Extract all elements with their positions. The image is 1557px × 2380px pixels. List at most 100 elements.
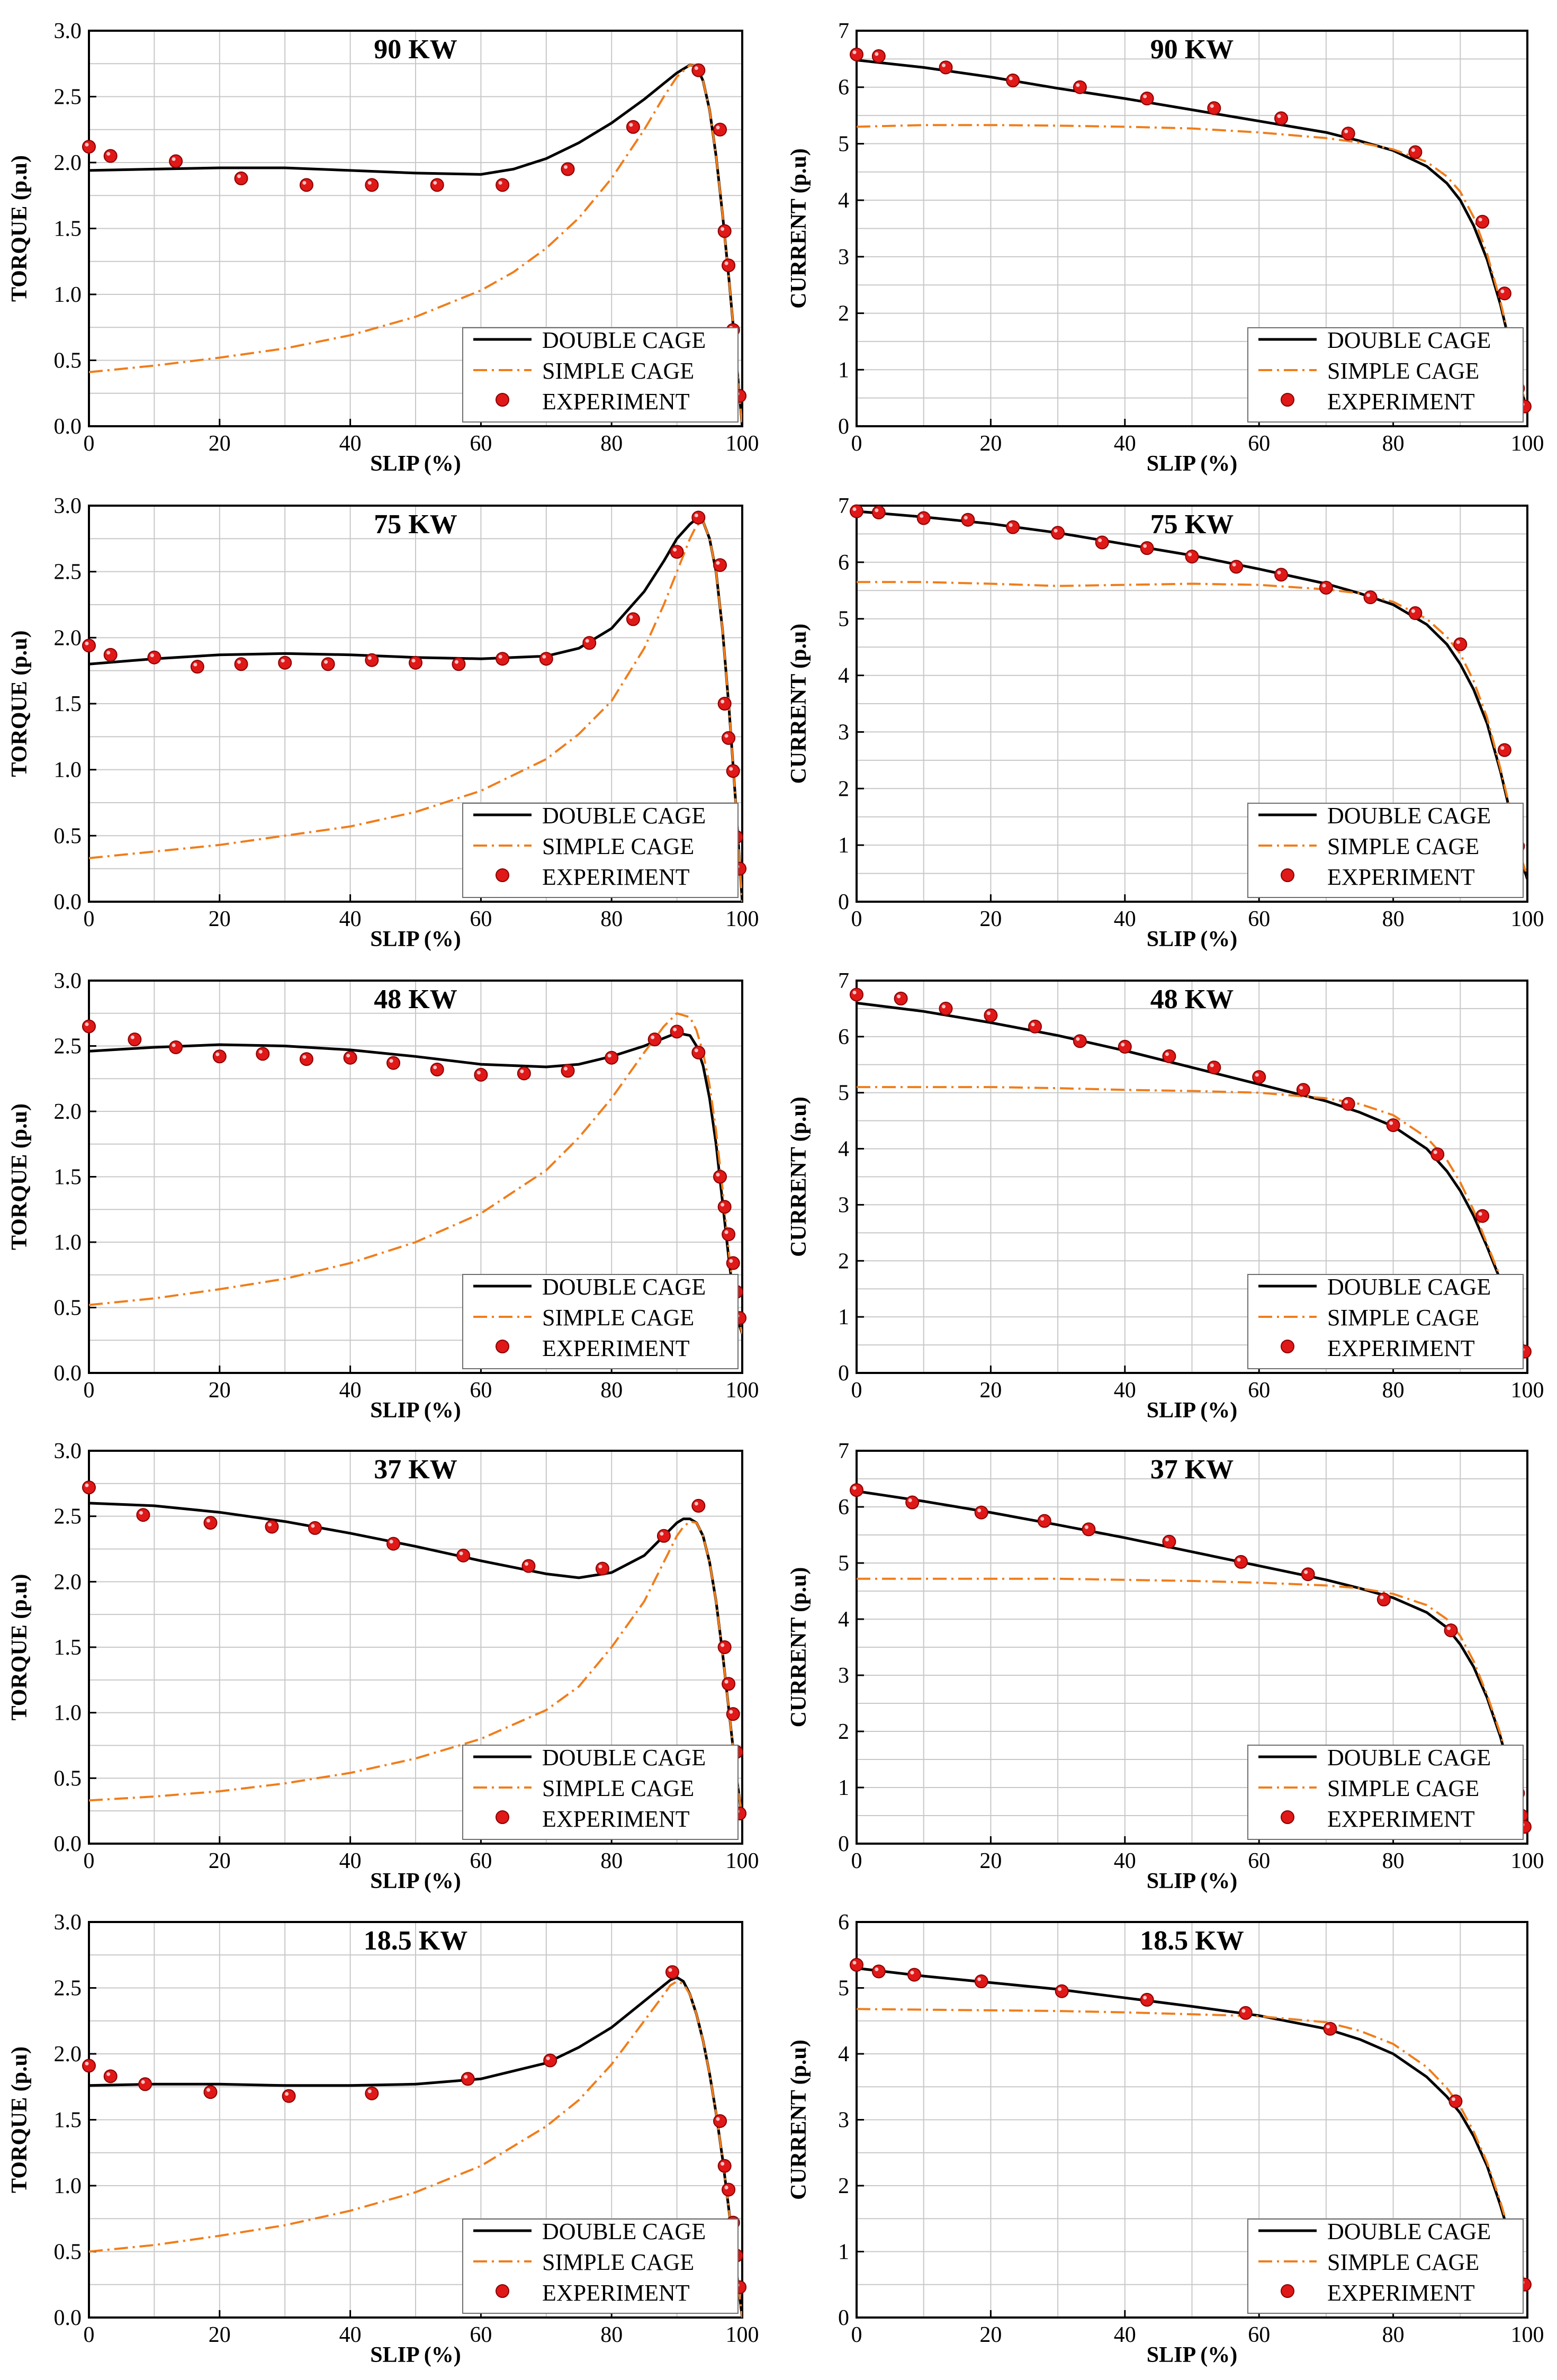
x-tick-label: 0 xyxy=(851,1849,862,1873)
x-tick-label: 20 xyxy=(209,2323,231,2347)
experiment-point xyxy=(138,2077,152,2091)
experiment-point xyxy=(321,657,335,671)
x-tick-label: 100 xyxy=(726,1378,759,1403)
experiment-point-highlight xyxy=(964,516,968,520)
legend: DOUBLE CAGE SIMPLE CAGE EXPERIMENT xyxy=(462,1745,739,1840)
experiment-point-highlight xyxy=(724,2185,728,2189)
experiment-point xyxy=(1140,541,1154,555)
x-tick-label: 20 xyxy=(979,432,1002,456)
experiment-point xyxy=(726,1707,740,1721)
experiment-point xyxy=(722,258,736,273)
legend: DOUBLE CAGE SIMPLE CAGE EXPERIMENT xyxy=(1247,803,1524,898)
y-tick-label: 0 xyxy=(838,890,849,914)
experiment-point-highlight xyxy=(1500,746,1505,750)
simple-cage-line xyxy=(89,1012,742,1334)
experiment-point-highlight xyxy=(1232,562,1236,567)
y-tick-label: 1 xyxy=(838,1305,849,1330)
legend-box xyxy=(462,2219,739,2314)
experiment-point-highlight xyxy=(1009,523,1013,527)
x-tick-label: 60 xyxy=(1248,2323,1270,2347)
experiment-point-highlight xyxy=(721,699,725,704)
y-tick-label: 1.5 xyxy=(54,217,82,241)
experiment-point-highlight xyxy=(852,1961,857,1965)
experiment-point-highlight xyxy=(1326,2025,1330,2029)
x-tick-label: 80 xyxy=(600,1378,623,1403)
y-tick-label: 2 xyxy=(838,1249,849,1273)
x-tick-label: 100 xyxy=(726,2323,759,2347)
experiment-point xyxy=(1274,111,1289,125)
experiment-point xyxy=(136,1508,150,1522)
experiment-point xyxy=(308,1521,322,1535)
experiment-point xyxy=(1238,2006,1253,2020)
experiment-point-highlight xyxy=(721,227,725,231)
x-tick-label: 80 xyxy=(600,907,623,931)
x-axis-label: SLIP (%) xyxy=(370,927,461,951)
y-tick-label: 1.0 xyxy=(54,2174,82,2198)
y-axis-label: CURRENT (p.u) xyxy=(787,1097,811,1257)
experiment-point-highlight xyxy=(564,165,568,169)
experiment-point-highlight xyxy=(1031,1022,1035,1027)
experiment-point-highlight xyxy=(729,767,733,771)
experiment-point-highlight xyxy=(433,181,437,185)
experiment-point-highlight xyxy=(729,1259,733,1263)
experiment-point xyxy=(1444,1623,1458,1638)
y-tick-label: 0.5 xyxy=(54,2240,82,2265)
legend-label: DOUBLE CAGE xyxy=(1327,1274,1491,1300)
experiment-point-highlight xyxy=(1210,1063,1214,1067)
legend-label: EXPERIMENT xyxy=(1327,389,1475,415)
experiment-point-highlight xyxy=(141,2080,145,2084)
y-tick-label: 0.5 xyxy=(54,824,82,848)
legend-label: EXPERIMENT xyxy=(542,2280,690,2306)
experiment-point-highlight xyxy=(1009,76,1013,80)
experiment-point-highlight xyxy=(908,1498,912,1503)
experiment-point-highlight xyxy=(311,1524,315,1528)
experiment-point-highlight xyxy=(1255,1073,1259,1077)
experiment-point xyxy=(82,639,96,653)
experiment-point xyxy=(850,1483,863,1497)
experiment-point-highlight xyxy=(716,125,720,130)
experiment-point xyxy=(82,140,96,154)
x-tick-label: 60 xyxy=(470,1849,492,1873)
legend-box xyxy=(462,327,739,423)
y-tick-label: 1 xyxy=(838,1776,849,1800)
experiment-point-highlight xyxy=(852,50,857,55)
experiment-point-highlight xyxy=(875,1967,879,1971)
y-axis-label: TORQUE (p.u) xyxy=(7,1574,32,1721)
experiment-point xyxy=(1118,1039,1132,1054)
experiment-point xyxy=(722,1227,736,1242)
experiment-point-highlight xyxy=(193,662,197,667)
experiment-point xyxy=(278,655,292,670)
y-tick-label: 3.0 xyxy=(54,969,82,993)
chart-panel: 0 20 40 60 80 100 0.0 0.5 1.0 1.5 2.0 2.5 3.0 SLIP (%… xyxy=(7,1439,759,1893)
experiment-point xyxy=(1073,80,1087,94)
experiment-point xyxy=(1386,1118,1400,1133)
experiment-point-highlight xyxy=(433,1065,437,1070)
x-tick-label: 0 xyxy=(84,1849,95,1873)
plot-frame xyxy=(856,30,1528,427)
x-tick-label: 80 xyxy=(1382,2323,1405,2347)
legend-label: DOUBLE CAGE xyxy=(542,1274,706,1300)
y-tick-label: 2.0 xyxy=(54,151,82,175)
experiment-point xyxy=(726,1256,740,1270)
legend-label: DOUBLE CAGE xyxy=(1327,327,1491,353)
experiment-point-highlight xyxy=(724,1230,728,1234)
y-tick-label: 3 xyxy=(838,1664,849,1688)
legend: DOUBLE CAGE SIMPLE CAGE EXPERIMENT xyxy=(462,2219,739,2314)
experiment-point xyxy=(713,558,727,572)
legend-label: EXPERIMENT xyxy=(542,389,690,415)
experiment-point xyxy=(82,2059,96,2073)
experiment-point-highlight xyxy=(1277,570,1281,574)
y-tick-label: 0 xyxy=(838,1832,849,1856)
experiment-point-highlight xyxy=(629,123,633,127)
experiment-point xyxy=(894,991,908,1005)
simple-cage-line xyxy=(857,581,1527,877)
x-axis-label: SLIP (%) xyxy=(1147,927,1238,951)
legend-label: EXPERIMENT xyxy=(1327,2280,1475,2306)
experiment-point-highlight xyxy=(172,157,176,161)
experiment-point xyxy=(691,510,706,525)
legend-label: DOUBLE CAGE xyxy=(1327,1745,1491,1771)
chart-panel: 0 20 40 60 80 100 0.0 0.5 1.0 1.5 2.0 2.5 3.0 SLIP (%… xyxy=(7,494,759,951)
experiment-point xyxy=(496,652,510,666)
experiment-point xyxy=(212,1049,227,1064)
experiment-point-highlight xyxy=(520,1069,524,1073)
